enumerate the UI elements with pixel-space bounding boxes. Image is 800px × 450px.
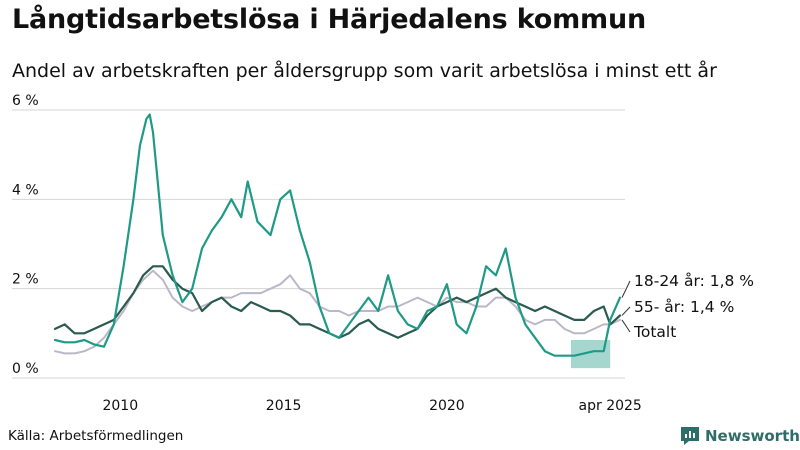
leader-line xyxy=(621,306,631,316)
y-tick-label: 2 % xyxy=(12,272,39,288)
y-tick-label: 0 % xyxy=(12,361,39,377)
line-chart: 0 % 2 % 4 % 6 % 2010 2015 2020 apr 2025 18-24 år… xyxy=(12,93,754,414)
x-tick-label: apr 2025 xyxy=(579,398,642,414)
y-tick-label: 6 % xyxy=(12,93,39,109)
y-tick-label: 4 % xyxy=(12,182,39,198)
brand-logo: Newsworthy xyxy=(680,426,800,446)
series-line-age-55 xyxy=(53,265,622,339)
leader-line xyxy=(621,280,631,298)
x-tick-label: 2020 xyxy=(429,398,465,414)
uncertainty-band xyxy=(571,340,611,369)
x-tick-label: 2010 xyxy=(102,398,138,414)
end-label-age-18-24: 18-24 år: 1,8 % xyxy=(634,272,754,290)
source-note: Källa: Arbetsförmedlingen xyxy=(8,428,184,444)
brand-name: Newsworthy xyxy=(705,427,800,445)
x-tick-label: 2015 xyxy=(266,398,302,414)
chart-subtitle: Andel av arbetskraften per åldersgrupp s… xyxy=(12,60,717,82)
leader-line xyxy=(621,319,631,333)
chart-title: Långtidsarbetslösa i Härjedalens kommun xyxy=(12,4,647,35)
end-label-total: Totalt xyxy=(633,323,676,341)
end-label-age-55: 55- år: 1,4 % xyxy=(634,298,734,316)
series-line-age-18-24 xyxy=(53,113,622,357)
newsworthy-logo-icon xyxy=(681,427,699,445)
series-line-total xyxy=(54,269,621,355)
